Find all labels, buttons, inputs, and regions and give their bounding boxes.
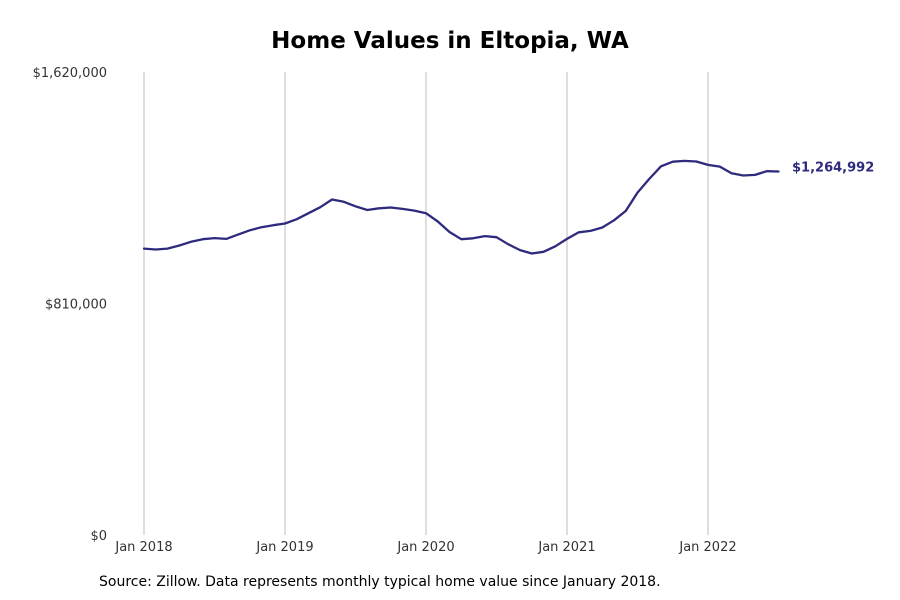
y-tick-label: $0: [90, 529, 107, 544]
source-note: Source: Zillow. Data represents monthly …: [99, 574, 661, 590]
series-layer: [142, 159, 780, 255]
x-tick-label: Jan 2021: [537, 540, 595, 555]
x-tick-label: Jan 2020: [396, 540, 454, 555]
end-value-label: $1,264,992: [792, 160, 874, 175]
x-axis-ticks: Jan 2018 Jan 2019 Jan 2020 Jan 2021 Jan 2022: [114, 540, 736, 555]
y-axis-ticks: $0 $810,000 $1,620,000: [33, 66, 107, 544]
y-tick-label: $810,000: [45, 298, 107, 313]
x-tick-label: Jan 2022: [678, 540, 736, 555]
x-tick-label: Jan 2019: [255, 540, 313, 555]
end-label-layer: $1,264,992: [792, 160, 874, 175]
y-tick-label: $1,620,000: [33, 66, 107, 81]
chart-title: Home Values in Eltopia, WA: [271, 28, 629, 54]
series-line: [142, 159, 780, 255]
gridlines: [143, 72, 709, 535]
x-tick-label: Jan 2018: [114, 540, 172, 555]
